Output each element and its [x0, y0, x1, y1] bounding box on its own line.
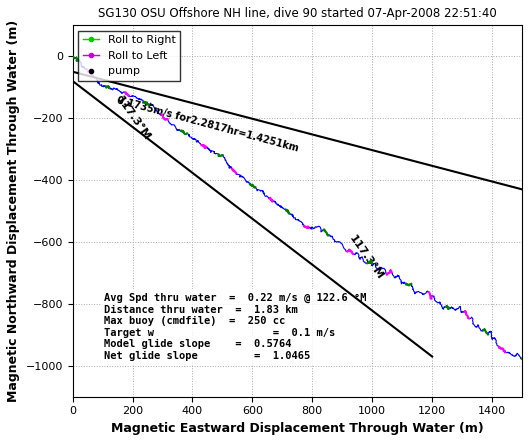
X-axis label: Magnetic Eastward Displacement Through Water (m): Magnetic Eastward Displacement Through W… [111, 422, 484, 435]
Legend: Roll to Right, Roll to Left, pump: Roll to Right, Roll to Left, pump [78, 31, 180, 81]
Text: Avg Spd thru water  =  0.22 m/s @ 122.6 °M
Distance thru water  =  1.83 km
Max b: Avg Spd thru water = 0.22 m/s @ 122.6 °M… [104, 293, 367, 361]
Y-axis label: Magnetic Northward Displacement Through Water (m): Magnetic Northward Displacement Through … [7, 20, 20, 402]
Text: 117.3°M: 117.3°M [114, 94, 151, 142]
Text: 117.3°M: 117.3°M [348, 233, 385, 282]
Title: SG130 OSU Offshore NH line, dive 90 started 07-Apr-2008 22:51:40: SG130 OSU Offshore NH line, dive 90 star… [98, 7, 497, 20]
Text: 0.1735m/s for2.2817hr=1.4251km: 0.1735m/s for2.2817hr=1.4251km [115, 95, 299, 153]
